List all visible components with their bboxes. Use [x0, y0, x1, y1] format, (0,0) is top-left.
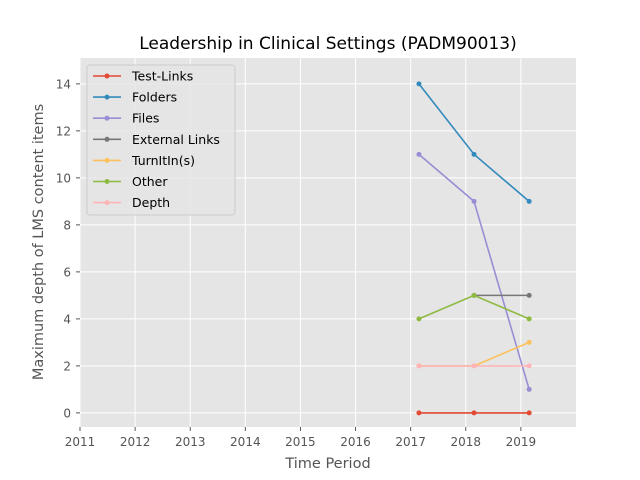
series-test-links — [416, 410, 532, 416]
x-tick-label: 2011 — [65, 435, 96, 449]
legend-marker — [104, 136, 110, 142]
y-tick-label: 12 — [56, 124, 71, 138]
x-tick-label: 2012 — [120, 435, 151, 449]
y-tick-label: 4 — [63, 312, 71, 326]
data-point-folders — [416, 81, 422, 87]
legend-label: Depth — [132, 195, 170, 210]
x-tick-label: 2017 — [395, 435, 426, 449]
x-tick-label: 2014 — [230, 435, 261, 449]
data-point-other — [471, 292, 477, 298]
x-tick-label: 2018 — [451, 435, 482, 449]
data-point-files — [526, 386, 532, 392]
data-point-external-links — [526, 292, 532, 298]
x-axis-label: Time Period — [284, 456, 370, 472]
legend-marker — [104, 94, 110, 100]
legend-marker — [104, 200, 110, 206]
legend-marker — [104, 157, 110, 163]
axis-ticks: 2011 2012 2013 2014 2015 2016 2017 2018 2019 0 2 4 6… — [56, 77, 536, 449]
y-tick-label: 6 — [63, 265, 71, 279]
series-depth — [416, 363, 532, 369]
y-tick-label: 10 — [56, 171, 71, 185]
x-tick-label: 2013 — [175, 435, 206, 449]
series-folders — [416, 81, 532, 204]
data-point-test-links — [471, 410, 477, 416]
legend-label: External Links — [132, 132, 220, 147]
data-point-depth — [471, 363, 477, 369]
data-point-test-links — [526, 410, 532, 416]
y-tick-label: 14 — [56, 77, 71, 91]
x-tick-label: 2019 — [506, 435, 537, 449]
series-other — [416, 292, 532, 322]
legend-box — [86, 64, 236, 216]
series-layer — [416, 81, 532, 416]
legend: Test-Links Folders Files External Links Turn… — [86, 64, 236, 216]
data-point-depth — [416, 363, 422, 369]
legend-marker — [104, 73, 110, 79]
x-tick-label: 2015 — [285, 435, 316, 449]
y-tick-label: 8 — [63, 218, 71, 232]
legend-label: Test-Links — [131, 69, 193, 84]
legend-marker — [104, 115, 110, 121]
legend-label: Other — [132, 174, 168, 189]
legend-label: Folders — [132, 90, 177, 105]
data-point-folders — [526, 198, 532, 204]
data-point-turnitin-s — [526, 339, 532, 345]
data-point-other — [526, 316, 532, 322]
x-tick-label: 2016 — [340, 435, 371, 449]
data-point-depth — [526, 363, 532, 369]
data-point-files — [416, 151, 422, 157]
y-axis-label: Maximum depth of LMS content items — [31, 104, 47, 380]
legend-label: Files — [132, 111, 159, 126]
data-point-other — [416, 316, 422, 322]
data-point-files — [471, 198, 477, 204]
y-tick-label: 0 — [63, 406, 71, 420]
series-files — [416, 151, 532, 392]
y-tick-label: 2 — [63, 359, 71, 373]
chart-title: Leadership in Clinical Settings (PADM900… — [139, 34, 516, 54]
data-point-test-links — [416, 410, 422, 416]
legend-label: TurnItIn(s) — [131, 153, 195, 168]
data-point-folders — [471, 151, 477, 157]
legend-marker — [104, 179, 110, 184]
